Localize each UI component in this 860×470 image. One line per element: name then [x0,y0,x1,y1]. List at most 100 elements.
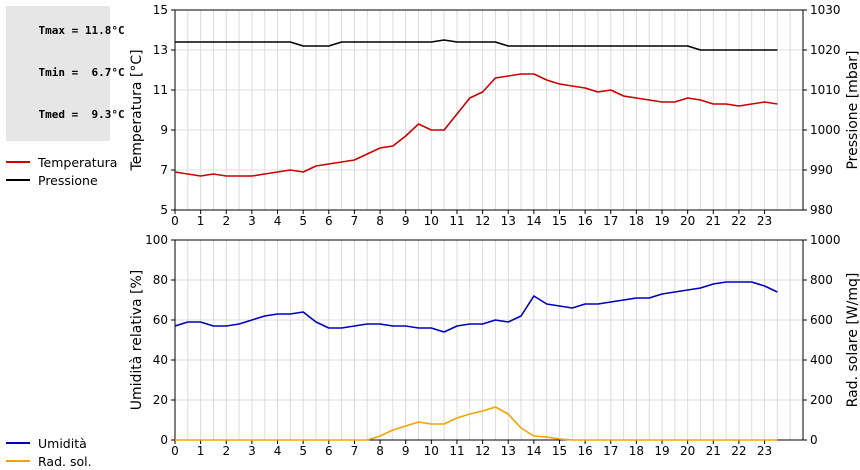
x-tick-label: 2 [222,214,230,228]
stat-tmin-label: Tmin [38,66,66,79]
y-tick-label-left: 40 [153,353,168,367]
x-tick-label: 0 [171,214,179,228]
y-tick-label-left: 0 [160,433,168,447]
x-tick-label: 7 [351,214,359,228]
stat-tmax-label: Tmax [38,24,66,37]
x-tick-label: 10 [424,214,439,228]
x-tick-label: 6 [325,214,333,228]
x-tick-label: 5 [299,444,307,458]
x-tick-label: 9 [402,444,410,458]
x-tick-label: 16 [577,214,592,228]
series-line-pressione [175,39,778,51]
y-tick-label-right: 990 [810,163,833,177]
legend-item-pressione: Pressione [6,171,117,189]
x-tick-label: 18 [629,444,644,458]
y-tick-label-right: 800 [810,273,833,287]
x-tick-label: 19 [654,444,669,458]
x-tick-label: 13 [501,214,516,228]
x-tick-label: 11 [449,214,464,228]
x-tick-label: 1 [197,444,205,458]
x-tick-label: 22 [731,444,746,458]
y-axis-label-right: Rad. solare [W/mq] [845,273,860,408]
y-tick-label-left: 7 [160,163,168,177]
x-tick-label: 17 [603,444,618,458]
y-axis-label-left: Umidità relativa [%] [129,270,145,411]
x-tick-label: 1 [197,214,205,228]
legend-label-umidita: Umidità [38,435,87,451]
x-tick-label: 0 [171,444,179,458]
series-line-rad-sol [175,406,778,441]
x-tick-label: 23 [757,444,772,458]
legend-swatch-rad-sol [6,460,30,462]
x-tick-label: 5 [299,214,307,228]
stat-tmed-label: Tmed [38,108,66,121]
y-tick-label-left: 60 [153,313,168,327]
legend-swatch-temperatura [6,161,30,163]
y-tick-label-right: 1000 [810,123,841,137]
y-tick-label-right: 400 [810,353,833,367]
legend-label-rad-sol: Rad. sol. [38,453,92,469]
legend-swatch-umidita [6,442,30,444]
y-tick-label-right: 1020 [810,43,841,57]
x-tick-label: 4 [274,214,282,228]
plot-frame [174,9,804,211]
stat-tmin: Tmin = 6.7°C [38,66,125,79]
x-tick-label: 4 [274,444,282,458]
x-tick-label: 8 [376,214,384,228]
y-tick-label-left: 15 [153,3,168,17]
x-tick-label: 16 [577,444,592,458]
stat-tmax: Tmax = 11.8°C [38,24,125,37]
stat-tmed: Tmed = 9.3°C [38,108,125,121]
y-tick-label-right: 200 [810,393,833,407]
y-tick-label-left: 9 [160,123,168,137]
legend-top: Temperatura Pressione [6,153,117,189]
temperature-pressure-chart: 0 1 2 3 4 5 6 7 8 9 10 11 12 13 14 15 16 17 18 19 20 21 22 2357… [129,3,860,228]
temperature-stats-box: Tmax = 11.8°C Tmin = 6.7°C Tmed = 9.3°C [6,6,125,141]
legend-label-temperatura: Temperatura [38,154,118,170]
x-tick-label: 18 [629,214,644,228]
x-tick-label: 14 [526,444,541,458]
legend-swatch-pressione [6,179,30,181]
x-tick-label: 8 [376,444,384,458]
y-tick-label-right: 980 [810,203,833,217]
x-tick-label: 21 [706,444,721,458]
y-tick-label-left: 20 [153,393,168,407]
y-axis-label-left: Temperatura [°C] [129,49,145,171]
x-tick-label: 3 [248,444,256,458]
x-tick-label: 12 [475,214,490,228]
legend-item-rad-sol: Rad. sol. [6,452,92,470]
x-tick-label: 14 [526,214,541,228]
series-line-temperatura [174,73,778,177]
y-tick-label-right: 1010 [810,83,841,97]
x-tick-label: 7 [351,444,359,458]
x-tick-label: 22 [731,214,746,228]
plot-frame [174,239,804,441]
x-tick-label: 15 [552,214,567,228]
x-tick-label: 13 [501,444,516,458]
y-tick-label-right: 1030 [810,3,841,17]
legend-item-umidita: Umidità [6,434,92,452]
humidity-radiation-chart: 0 1 2 3 4 5 6 7 8 9 10 11 12 13 14 15 16 17 18 19 20 21 22 2302… [129,233,860,458]
x-tick-label: 12 [475,444,490,458]
y-tick-label-right: 1000 [810,233,841,247]
x-tick-label: 17 [603,214,618,228]
x-tick-label: 19 [654,214,669,228]
x-tick-label: 23 [757,214,772,228]
x-tick-label: 20 [680,214,695,228]
x-tick-label: 10 [424,444,439,458]
legend-bottom: Umidità Rad. sol. [6,434,92,470]
y-tick-label-left: 100 [145,233,168,247]
series-line-umidita [174,281,778,333]
x-tick-label: 11 [449,444,464,458]
stat-tmax-value: 11.8°C [84,24,125,37]
weather-charts: 0 1 2 3 4 5 6 7 8 9 10 11 12 13 14 15 16 17 18 19 20 21 22 2357… [129,3,860,458]
x-tick-label: 6 [325,444,333,458]
x-tick-label: 2 [222,444,230,458]
y-tick-label-left: 80 [153,273,168,287]
legend-item-temperatura: Temperatura [6,153,117,171]
stat-tmed-value: 9.3°C [91,108,125,121]
y-axis-label-right: Pressione [mbar] [845,50,860,169]
y-tick-label-right: 0 [810,433,818,447]
x-tick-label: 21 [706,214,721,228]
x-tick-label: 20 [680,444,695,458]
